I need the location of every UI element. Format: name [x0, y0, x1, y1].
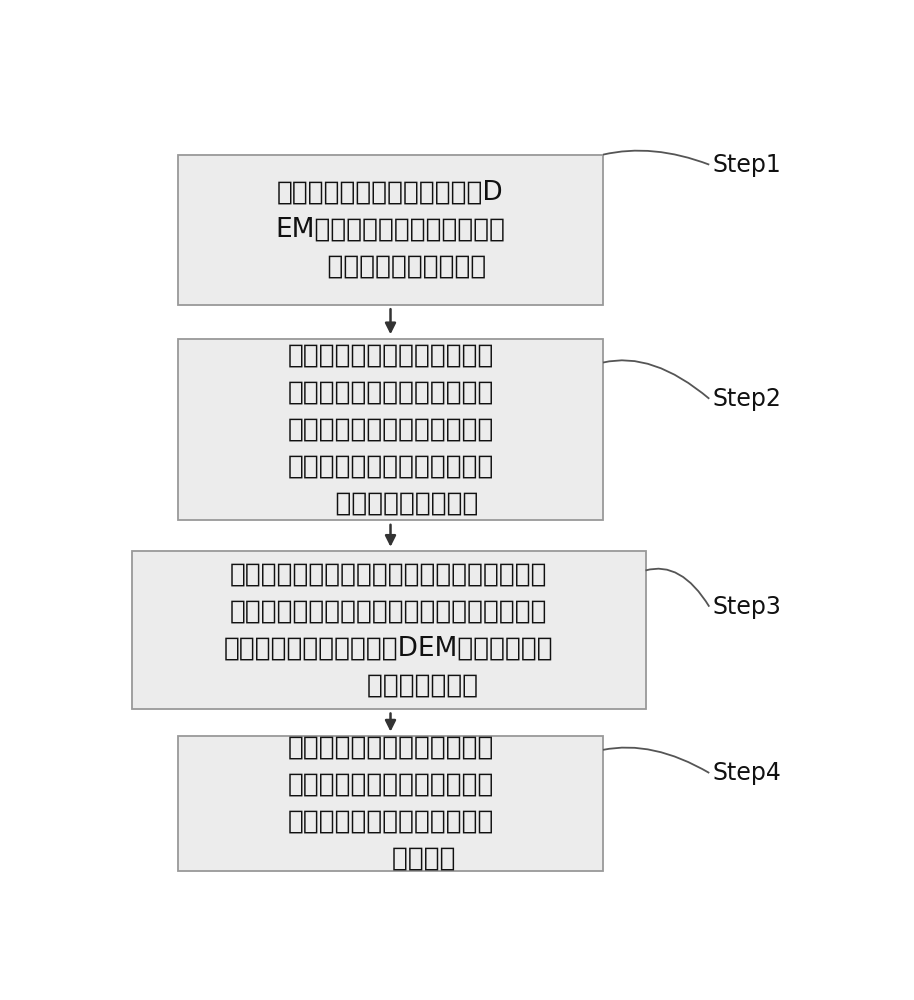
Text: 根据成像场景的数字高程模型D
EM，进行雷达的图像仿真，获
    得各部雷达的仿真图像: 根据成像场景的数字高程模型D EM，进行雷达的图像仿真，获 得各部雷达的仿真图像	[275, 180, 505, 280]
Text: Step2: Step2	[713, 387, 781, 411]
FancyBboxPatch shape	[178, 155, 603, 305]
Text: 获取各部雷达的实测图像，获
取各部雷达的仿真图像和实测
图像中的同名点对，采用非线
性求解的方式得到各部雷达的
    孔径中心和方向角度: 获取各部雷达的实测图像，获 取各部雷达的仿真图像和实测 图像中的同名点对，采用非…	[287, 343, 494, 517]
Text: 基于各部雷达的孔径中心和方向角度，得到各
部雷达的成像几何，将各部雷达的实测图像分
别反投到所述成像场景的DEM上得到各部雷
        达的三维反投图: 基于各部雷达的孔径中心和方向角度，得到各 部雷达的成像几何，将各部雷达的实测图像…	[224, 562, 554, 699]
Text: 以其中一部雷达的三维反投图
作为参考图像，将其他雷达的
三维反投图统一配准到所述参
        考图像上: 以其中一部雷达的三维反投图 作为参考图像，将其他雷达的 三维反投图统一配准到所述…	[287, 735, 494, 872]
FancyBboxPatch shape	[178, 736, 603, 871]
Text: Step4: Step4	[713, 761, 781, 785]
Text: Step1: Step1	[713, 153, 781, 177]
FancyBboxPatch shape	[178, 339, 603, 520]
Text: Step3: Step3	[713, 595, 781, 619]
FancyBboxPatch shape	[132, 551, 645, 709]
